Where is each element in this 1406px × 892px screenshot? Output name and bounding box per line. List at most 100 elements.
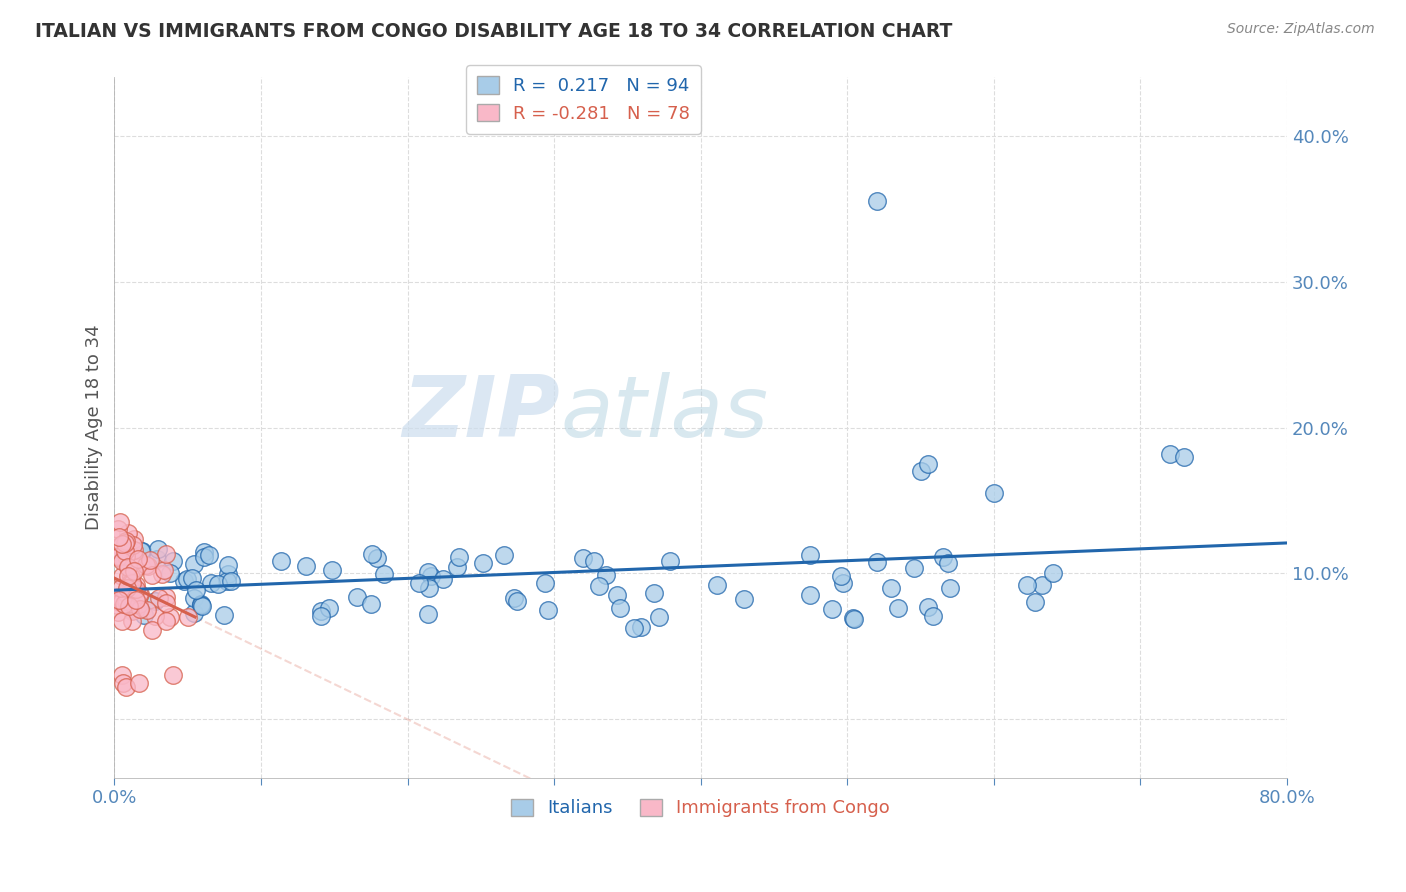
Point bbox=[1173, 450, 1195, 464]
Point bbox=[121, 614, 143, 628]
Point bbox=[416, 565, 439, 579]
Point bbox=[938, 556, 960, 570]
Point bbox=[183, 591, 205, 606]
Point bbox=[183, 557, 205, 571]
Point bbox=[127, 551, 149, 566]
Point bbox=[939, 581, 962, 595]
Point bbox=[446, 559, 468, 574]
Point bbox=[143, 594, 166, 608]
Point bbox=[200, 576, 222, 591]
Point bbox=[360, 597, 382, 611]
Point bbox=[155, 548, 177, 562]
Text: ITALIAN VS IMMIGRANTS FROM CONGO DISABILITY AGE 18 TO 34 CORRELATION CHART: ITALIAN VS IMMIGRANTS FROM CONGO DISABIL… bbox=[35, 22, 952, 41]
Point bbox=[122, 580, 145, 594]
Point bbox=[1031, 578, 1053, 592]
Point bbox=[124, 532, 146, 546]
Point bbox=[112, 675, 135, 690]
Point bbox=[447, 550, 470, 565]
Point bbox=[110, 591, 132, 606]
Point bbox=[983, 486, 1005, 500]
Point bbox=[110, 516, 132, 530]
Point bbox=[114, 535, 136, 549]
Point bbox=[360, 547, 382, 561]
Point bbox=[503, 591, 526, 605]
Point bbox=[107, 549, 129, 564]
Point bbox=[111, 553, 134, 567]
Point bbox=[659, 554, 682, 568]
Point bbox=[181, 571, 204, 585]
Text: atlas: atlas bbox=[560, 372, 768, 455]
Point bbox=[366, 551, 388, 566]
Point bbox=[117, 560, 139, 574]
Point bbox=[155, 590, 177, 604]
Point bbox=[706, 578, 728, 592]
Point bbox=[190, 597, 212, 611]
Point bbox=[117, 569, 139, 583]
Point bbox=[155, 614, 177, 628]
Point bbox=[139, 553, 162, 567]
Point bbox=[135, 603, 157, 617]
Point bbox=[420, 569, 443, 583]
Point bbox=[932, 549, 955, 564]
Point bbox=[111, 569, 134, 583]
Point bbox=[111, 551, 134, 566]
Point bbox=[537, 603, 560, 617]
Point bbox=[917, 457, 939, 471]
Point bbox=[799, 588, 821, 602]
Point bbox=[121, 597, 143, 611]
Point bbox=[122, 603, 145, 617]
Point bbox=[110, 614, 132, 628]
Point bbox=[125, 560, 148, 574]
Point bbox=[122, 564, 145, 578]
Point bbox=[128, 675, 150, 690]
Point bbox=[107, 590, 129, 604]
Point bbox=[134, 608, 156, 623]
Point bbox=[844, 612, 866, 626]
Point bbox=[141, 623, 163, 637]
Point bbox=[107, 522, 129, 536]
Text: Source: ZipAtlas.com: Source: ZipAtlas.com bbox=[1227, 22, 1375, 37]
Point bbox=[217, 558, 239, 573]
Point bbox=[114, 585, 136, 599]
Point bbox=[152, 566, 174, 581]
Point bbox=[131, 544, 153, 558]
Point bbox=[141, 568, 163, 582]
Point bbox=[880, 581, 903, 595]
Point bbox=[506, 593, 529, 607]
Point bbox=[217, 566, 239, 581]
Point bbox=[114, 543, 136, 558]
Point bbox=[112, 598, 135, 612]
Point bbox=[595, 567, 617, 582]
Point bbox=[887, 601, 910, 615]
Point bbox=[159, 566, 181, 580]
Point bbox=[121, 576, 143, 591]
Point bbox=[190, 598, 212, 612]
Point bbox=[120, 570, 142, 584]
Point bbox=[1159, 447, 1181, 461]
Point bbox=[207, 576, 229, 591]
Point bbox=[135, 558, 157, 573]
Point bbox=[152, 563, 174, 577]
Point bbox=[125, 593, 148, 607]
Point bbox=[193, 545, 215, 559]
Point bbox=[115, 533, 138, 548]
Point bbox=[124, 578, 146, 592]
Point bbox=[146, 542, 169, 557]
Point bbox=[917, 599, 939, 614]
Point bbox=[129, 543, 152, 558]
Point bbox=[122, 595, 145, 609]
Point bbox=[122, 542, 145, 557]
Point bbox=[107, 549, 129, 564]
Point bbox=[128, 597, 150, 611]
Point bbox=[295, 558, 318, 573]
Point bbox=[418, 581, 440, 595]
Point bbox=[830, 569, 852, 583]
Point bbox=[1042, 566, 1064, 581]
Point bbox=[630, 619, 652, 633]
Point bbox=[799, 548, 821, 562]
Point bbox=[177, 610, 200, 624]
Point bbox=[128, 587, 150, 601]
Point bbox=[609, 601, 631, 615]
Point bbox=[183, 607, 205, 621]
Point bbox=[105, 598, 128, 612]
